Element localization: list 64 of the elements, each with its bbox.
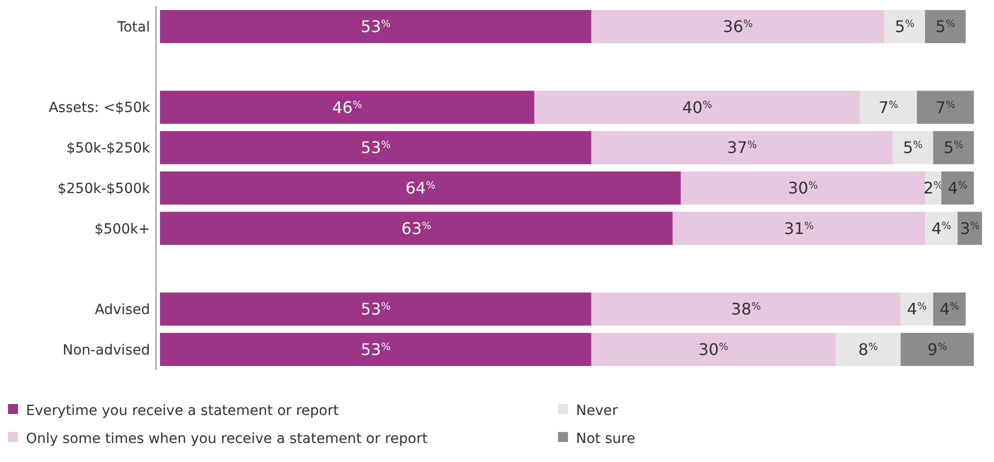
data-label: 46$^{%}$ <box>332 98 362 117</box>
bar <box>900 332 974 366</box>
legend-label: Not sure <box>576 430 636 447</box>
bar <box>680 171 926 205</box>
bar <box>884 10 926 44</box>
bar <box>860 90 917 124</box>
data-label: 53$^{%}$ <box>360 138 391 158</box>
bar <box>160 332 592 366</box>
data-label: 31$^{%}$ <box>784 218 814 238</box>
y-tick-label: Advised <box>94 302 150 318</box>
data-label: 30$^{%}$ <box>698 340 728 360</box>
data-label: 7$^{%}$ <box>936 98 956 117</box>
y-tick-label: $500k+ <box>94 221 150 238</box>
bar <box>591 131 892 164</box>
data-label: 8$^{%}$ <box>858 340 878 360</box>
bar <box>941 171 974 205</box>
data-label: 30$^{%}$ <box>788 178 818 198</box>
data-label: 5$^{%}$ <box>902 138 923 158</box>
bar <box>933 292 966 326</box>
data-label: 53$^{%}$ <box>360 340 391 360</box>
data-label: 53$^{%}$ <box>360 300 391 319</box>
data-label: 4$^{%}$ <box>940 300 960 319</box>
y-tick-label: Total <box>116 19 150 36</box>
data-label: 53$^{%}$ <box>360 17 391 36</box>
bar <box>591 332 836 366</box>
y-tick-label: Non-advised <box>62 342 150 358</box>
bar <box>534 90 860 124</box>
bar <box>925 212 958 245</box>
data-label: 40$^{%}$ <box>682 98 712 117</box>
bar <box>836 332 901 366</box>
legend-label: Only some times when you receive a statement or report <box>26 430 428 447</box>
y-tick-label: $250k-$500k <box>57 180 151 197</box>
data-label: 4$^{%}$ <box>931 218 952 238</box>
data-label: 7$^{%}$ <box>878 98 898 117</box>
data-label: 5$^{%}$ <box>894 17 915 36</box>
data-label: 5$^{%}$ <box>944 138 964 158</box>
bar <box>900 292 934 326</box>
bar <box>925 10 966 44</box>
bar <box>160 10 592 44</box>
y-tick-label: $50k-$250k <box>66 140 151 157</box>
y-tick-label: Assets: <$50k <box>48 100 151 116</box>
data-label: 4$^{%}$ <box>907 300 927 319</box>
bar <box>591 10 884 44</box>
data-label: 36$^{%}$ <box>722 17 753 36</box>
legend-label: Never <box>576 402 618 419</box>
data-label: 64$^{%}$ <box>406 178 436 198</box>
data-label: 3$^{%}$ <box>960 218 980 238</box>
data-label: 9$^{%}$ <box>927 340 948 360</box>
bar <box>916 90 974 124</box>
bar <box>892 131 934 164</box>
data-label: 5$^{%}$ <box>936 17 956 36</box>
bar <box>672 212 926 245</box>
data-label: 4$^{%}$ <box>948 178 968 198</box>
data-label: 63$^{%}$ <box>401 218 432 238</box>
bar <box>160 212 673 245</box>
bar <box>160 171 681 205</box>
bar <box>160 292 592 326</box>
data-label: 37$^{%}$ <box>726 138 757 158</box>
legend-label: Everytime you receive a statement or report <box>26 402 340 419</box>
bar <box>160 131 592 164</box>
bar <box>591 292 901 326</box>
data-label: 38$^{%}$ <box>731 300 761 319</box>
bar <box>160 90 534 124</box>
bar <box>933 131 974 164</box>
